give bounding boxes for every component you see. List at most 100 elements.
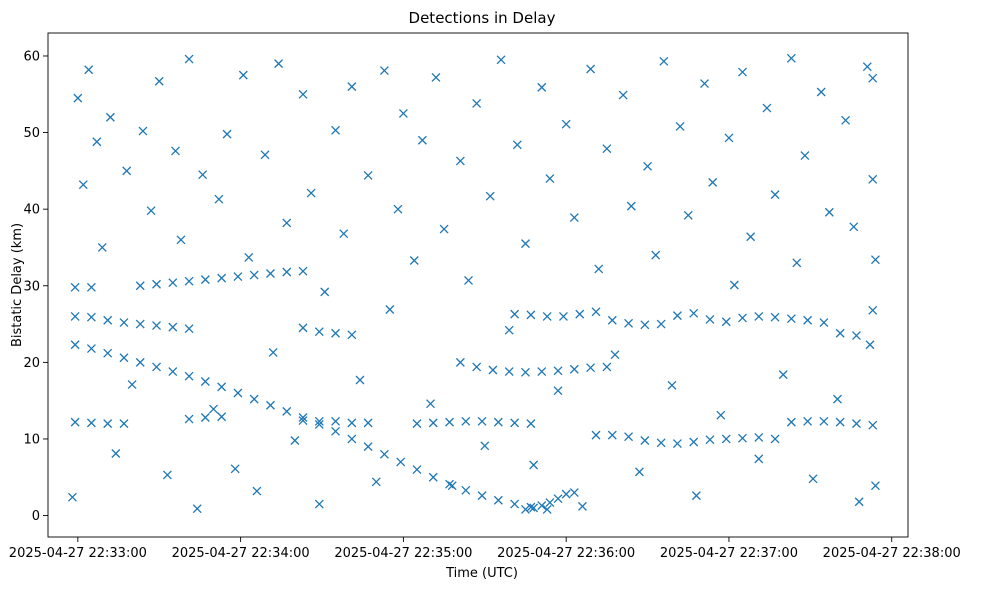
x-tick-label: 2025-04-27 22:35:00 <box>334 546 472 561</box>
data-point-marker <box>78 180 88 190</box>
data-point-marker <box>260 150 270 160</box>
data-point-marker <box>870 255 880 265</box>
data-point-marker <box>577 501 587 511</box>
y-axis-title: Bistatic Delay (km) <box>10 223 25 347</box>
data-point-marker <box>738 67 747 77</box>
data-point-marker <box>602 144 612 154</box>
x-axis: 2025-04-27 22:33:00 2025-04-27 22:34:00 20… <box>9 537 961 561</box>
data-point-marker <box>569 364 579 374</box>
data-point-marker <box>314 419 324 429</box>
x-axis-title: Time (UTC) <box>445 566 518 581</box>
data-point-marker <box>770 312 780 322</box>
data-point-marker <box>738 433 747 443</box>
data-point-marker <box>67 492 77 502</box>
data-point-marker <box>792 258 802 268</box>
data-point-marker <box>214 194 224 204</box>
data-point-marker <box>417 135 427 145</box>
data-point-marker <box>331 416 341 426</box>
data-point-marker <box>274 59 284 69</box>
data-point-marker <box>439 224 449 234</box>
data-point-marker <box>841 115 851 125</box>
data-point-marker <box>542 311 552 321</box>
data-point-marker <box>526 419 536 429</box>
data-point-marker <box>431 72 441 82</box>
data-point-marker <box>705 315 715 324</box>
data-point-marker <box>70 417 80 427</box>
data-point-marker <box>591 430 601 440</box>
data-point-marker <box>624 432 634 442</box>
data-point-marker <box>786 417 796 427</box>
data-point-marker <box>691 491 701 501</box>
data-point-marker <box>222 129 232 139</box>
data-point-marker <box>363 171 373 180</box>
data-point-marker <box>97 243 107 252</box>
data-point-marker <box>575 309 585 319</box>
x-tick-label: 2025-04-27 22:36:00 <box>497 546 635 561</box>
y-tick-label: 50 <box>23 126 40 141</box>
data-point-marker <box>298 413 308 422</box>
data-point-marker <box>447 481 457 491</box>
data-point-marker <box>171 146 180 156</box>
data-point-marker <box>393 204 403 214</box>
data-point-marker <box>770 190 780 200</box>
data-point-marker <box>266 269 275 278</box>
data-point-marker <box>561 119 571 129</box>
data-point-marker <box>618 90 628 100</box>
data-point-marker <box>610 350 620 360</box>
data-point-marker <box>537 367 547 377</box>
data-point-marker <box>371 477 381 487</box>
data-point-marker <box>282 267 292 277</box>
chart-title: Detections in Delay <box>409 9 556 27</box>
data-point-marker <box>754 432 764 442</box>
data-point-marker <box>529 503 539 513</box>
data-point-marker <box>209 404 218 414</box>
data-point-marker <box>320 287 330 297</box>
data-point-marker <box>510 418 520 428</box>
data-point-marker <box>168 367 178 377</box>
data-point-marker <box>493 495 503 505</box>
data-point-marker <box>553 366 563 376</box>
data-point-marker <box>455 357 465 367</box>
data-point-marker <box>770 434 780 444</box>
data-point-marker <box>86 312 96 322</box>
data-point-marker <box>230 464 240 474</box>
data-point-marker <box>689 437 699 447</box>
data-point-marker <box>233 272 243 282</box>
data-point-marker <box>331 328 341 338</box>
data-point-marker <box>640 436 650 445</box>
data-point-marker <box>249 394 259 404</box>
data-point-marker <box>786 314 796 324</box>
data-point-marker <box>545 174 555 183</box>
data-point-marker <box>464 275 473 285</box>
data-point-marker <box>851 331 861 341</box>
data-point-marker <box>409 256 419 265</box>
data-point-marker <box>640 320 650 330</box>
data-point-marker <box>819 416 829 426</box>
data-point-marker <box>198 170 208 180</box>
data-point-marker <box>176 235 186 245</box>
data-point-marker <box>266 400 275 410</box>
data-point-marker <box>656 319 666 329</box>
data-point-marker <box>398 108 408 118</box>
data-point-marker <box>480 441 490 451</box>
data-point-marker <box>184 324 194 334</box>
data-point-marker <box>168 278 178 288</box>
data-point-marker <box>103 348 113 358</box>
data-point-marker <box>602 362 612 372</box>
data-point-marker <box>233 388 243 398</box>
data-point-marker <box>339 229 349 239</box>
x-tick-label: 2025-04-27 22:34:00 <box>172 546 310 561</box>
data-point-marker <box>200 413 210 422</box>
y-tick-label: 60 <box>23 49 40 64</box>
data-point-marker <box>754 311 764 321</box>
data-point-marker <box>290 436 300 445</box>
data-point-marker <box>428 472 438 482</box>
data-point-marker <box>314 499 324 509</box>
data-point-marker <box>721 317 731 327</box>
data-point-marker <box>282 406 292 416</box>
data-point-marker <box>73 93 83 103</box>
data-point-marker <box>135 357 145 367</box>
data-point-marker <box>426 399 435 409</box>
data-point-marker <box>721 434 731 444</box>
